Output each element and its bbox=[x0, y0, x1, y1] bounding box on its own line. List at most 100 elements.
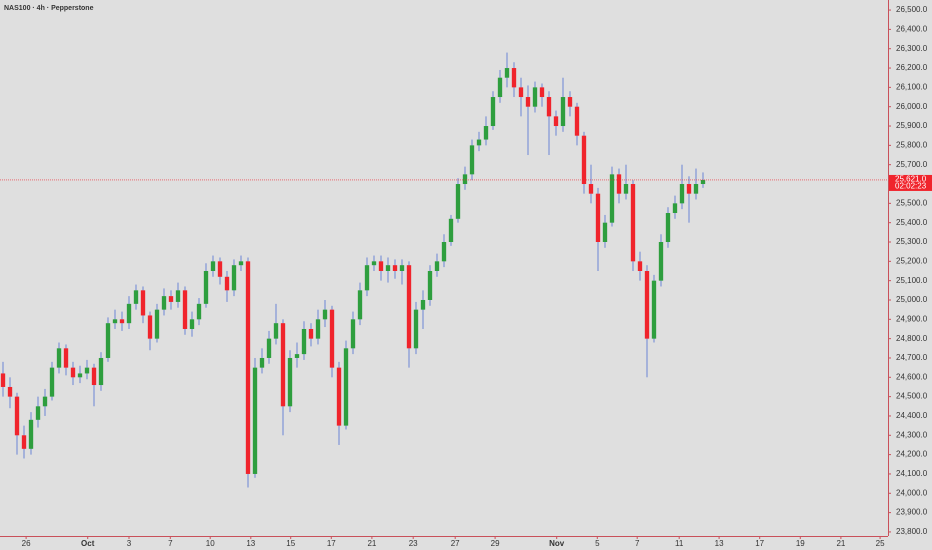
x-tick-label: 19 bbox=[796, 539, 805, 548]
y-tick-label: 25,800.0 bbox=[896, 140, 928, 149]
candle-body bbox=[532, 87, 538, 107]
y-tick-label: 25,700.0 bbox=[896, 160, 928, 169]
candle-body bbox=[441, 242, 447, 262]
candle-body bbox=[616, 174, 622, 194]
candle-body bbox=[7, 386, 13, 397]
candle-body bbox=[574, 106, 580, 136]
candle-body bbox=[35, 406, 41, 420]
y-tick-label: 24,000.0 bbox=[896, 488, 928, 497]
candle-body bbox=[161, 296, 167, 310]
y-tick-label: 24,800.0 bbox=[896, 334, 928, 343]
current-price-badge bbox=[889, 174, 932, 191]
x-tick-label: 29 bbox=[491, 539, 500, 548]
x-tick-label: 26 bbox=[22, 539, 31, 548]
candle-body bbox=[49, 367, 55, 397]
chart-title: NAS100 · 4h · Pepperstone bbox=[4, 5, 94, 12]
candle-body bbox=[238, 261, 244, 266]
candle-body bbox=[378, 261, 384, 271]
candle-body bbox=[385, 265, 391, 271]
candle-body bbox=[245, 261, 251, 474]
candle-body bbox=[98, 357, 104, 386]
x-tick-label: 17 bbox=[327, 539, 336, 548]
candle-body bbox=[168, 296, 174, 302]
candle-body bbox=[252, 367, 258, 474]
candle-body bbox=[112, 319, 118, 324]
y-tick-label: 25,100.0 bbox=[896, 276, 928, 285]
countdown-label: 02:02:23 bbox=[895, 182, 927, 191]
candle-body bbox=[609, 174, 615, 223]
x-tick-label: 5 bbox=[595, 539, 600, 548]
candle-body bbox=[14, 396, 20, 436]
candle-body bbox=[210, 261, 216, 271]
candle-body bbox=[595, 193, 601, 243]
y-tick-label: 26,500.0 bbox=[896, 5, 928, 14]
x-tick-label: Oct bbox=[81, 539, 95, 548]
candle-body bbox=[189, 319, 195, 329]
candle-body bbox=[77, 373, 83, 378]
candle-body bbox=[693, 184, 699, 194]
candle-body bbox=[21, 435, 27, 449]
candle-body bbox=[658, 242, 664, 281]
candle-body bbox=[63, 348, 69, 368]
candle-body bbox=[588, 184, 594, 194]
x-tick-label: 25 bbox=[876, 539, 885, 548]
candle-body bbox=[182, 290, 188, 329]
candle-body bbox=[70, 367, 76, 378]
candle-body bbox=[91, 367, 97, 386]
candle-body bbox=[504, 68, 510, 78]
candle-body bbox=[294, 354, 300, 358]
y-tick-label: 24,600.0 bbox=[896, 372, 928, 381]
x-tick-label: 13 bbox=[246, 539, 255, 548]
y-tick-label: 24,400.0 bbox=[896, 411, 928, 420]
candle-body bbox=[434, 261, 440, 271]
candle-body bbox=[84, 367, 90, 374]
candle-body bbox=[273, 323, 279, 339]
y-tick-label: 26,000.0 bbox=[896, 102, 928, 111]
candle-body bbox=[133, 290, 139, 304]
candle-body bbox=[203, 270, 209, 304]
candle-body bbox=[231, 265, 237, 291]
candle-body bbox=[315, 319, 321, 339]
y-tick-label: 25,500.0 bbox=[896, 198, 928, 207]
candle-body bbox=[546, 97, 552, 117]
y-tick-label: 26,400.0 bbox=[896, 24, 928, 33]
y-tick-label: 24,900.0 bbox=[896, 314, 928, 323]
candle-body bbox=[567, 97, 573, 107]
candle-body bbox=[483, 126, 489, 140]
candle-body bbox=[175, 290, 181, 302]
candle-body bbox=[672, 203, 678, 214]
candle-body bbox=[462, 174, 468, 185]
candle-body bbox=[0, 373, 6, 387]
candle-body bbox=[224, 276, 230, 291]
y-tick-label: 24,700.0 bbox=[896, 353, 928, 362]
x-tick-label: 15 bbox=[286, 539, 295, 548]
candle-body bbox=[28, 419, 34, 449]
candle-body bbox=[602, 222, 608, 243]
candle-body bbox=[259, 357, 265, 368]
candle-body bbox=[630, 184, 636, 262]
candle-body bbox=[399, 265, 405, 271]
x-tick-label: 11 bbox=[675, 539, 684, 548]
candle-body bbox=[581, 135, 587, 185]
candle-body bbox=[154, 309, 160, 339]
y-tick-label: 24,100.0 bbox=[896, 469, 928, 478]
candle-body bbox=[455, 184, 461, 219]
x-tick-label: 23 bbox=[409, 539, 418, 548]
x-tick-label: Nov bbox=[549, 539, 565, 548]
candle-body bbox=[105, 323, 111, 358]
candle-body bbox=[560, 97, 566, 127]
candle-body bbox=[266, 338, 272, 358]
candle-body bbox=[322, 309, 328, 320]
candle-body bbox=[140, 290, 146, 316]
candle-body bbox=[308, 328, 314, 339]
candle-body bbox=[196, 303, 202, 320]
y-tick-label: 26,200.0 bbox=[896, 63, 928, 72]
x-tick-label: 17 bbox=[755, 539, 764, 548]
x-tick-label: 7 bbox=[635, 539, 640, 548]
x-tick-label: 7 bbox=[168, 539, 173, 548]
candle-body bbox=[644, 270, 650, 339]
candle-body bbox=[280, 323, 286, 407]
